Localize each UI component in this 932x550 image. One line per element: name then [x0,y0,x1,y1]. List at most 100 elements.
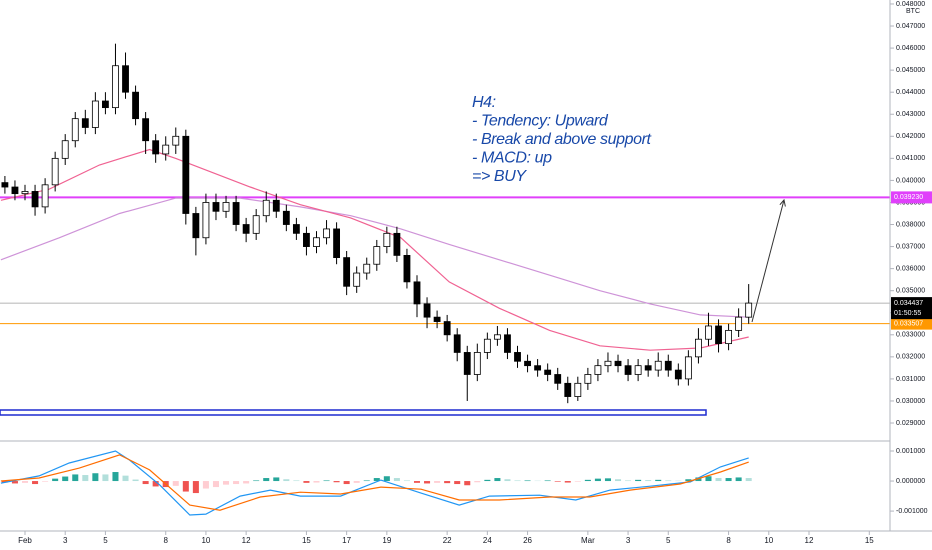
candle-body [122,65,129,93]
candle-body [705,325,712,340]
x-tick-label: 8 [726,536,731,545]
candle-body [403,254,411,283]
candle-body [473,352,481,375]
x-tick-label: 15 [302,536,311,545]
macd-histogram-bar [373,478,380,482]
candle-body [222,202,230,212]
macd-histogram-bar [454,481,461,485]
macd-histogram-bar [202,481,209,489]
candle-body [735,316,743,331]
x-tick-label: 5 [103,536,108,545]
macd-histogram-bar [223,481,230,485]
candle-body [604,360,612,367]
moving-average [0,148,749,351]
macd-histogram-bar [32,481,39,485]
candle-body [11,186,19,195]
candle-body [695,338,702,358]
x-tick-label: 8 [163,536,168,545]
candle-body [574,382,582,397]
macd-histogram-bar [635,479,642,482]
macd-histogram-bar [62,476,69,482]
level-label: 0.039230 [894,194,923,201]
candle-body [383,232,391,247]
macd-histogram-bar [142,481,149,485]
candle-body [282,210,290,225]
candle-body [463,352,471,375]
macd-histogram-bar [705,476,712,482]
candle-body [303,232,310,247]
y-tick-label: 0.038000 [896,221,925,228]
x-tick-label: 22 [443,536,452,545]
candle-body [112,65,119,109]
macd-histogram-bar [735,477,742,482]
macd-histogram-bar [42,481,49,482]
macd-y-tick-label: -0.001000 [896,508,928,515]
candle-body [684,356,692,380]
x-tick-label: 12 [805,536,814,545]
candle-body [132,91,139,120]
candle-body [292,224,300,234]
macd-histogram-bar [645,480,652,482]
macd-histogram-bar [434,481,441,483]
candle-body [564,382,572,397]
macd-histogram-bar [323,480,330,482]
macd-histogram-bar [594,478,601,482]
macd-histogram-bar [102,474,109,482]
macd-histogram-bar [122,475,129,482]
macd-histogram-bar [152,481,159,487]
candle-body [524,360,531,367]
x-tick-label: 10 [764,536,773,545]
x-tick-label: 26 [523,536,532,545]
candle-body [142,118,150,142]
macd-histogram-bar [514,480,521,482]
candle-body [584,374,592,384]
macd-histogram-bar [615,479,622,482]
macd-histogram-bar [564,481,571,483]
candle-body [363,263,371,274]
macd-histogram-bar [263,478,270,482]
candle-body [493,334,501,340]
candle-body [242,224,250,234]
candle-body [674,369,682,380]
candle-body [61,140,69,159]
price-pane [0,43,890,404]
candle-body [31,191,39,208]
y-tick-label: 0.048000 [896,1,925,8]
y-tick-label: 0.041000 [896,155,925,162]
y-tick-label: 0.037000 [896,243,925,250]
y-tick-label: 0.040000 [896,177,925,184]
macd-histogram-bar [393,478,400,482]
x-tick-label: 24 [483,536,492,545]
macd-histogram-bar [303,481,310,483]
macd-histogram-bar [584,479,591,482]
macd-histogram-bar [243,481,250,484]
macd-histogram-bar [353,481,360,483]
macd-histogram-bar [112,472,119,482]
macd-histogram-bar [745,478,752,482]
annotation-line: - Break and above support [472,131,652,148]
y-tick-label: 0.033000 [896,332,925,339]
x-tick-label: Mar [581,536,595,545]
candle-body [102,100,109,109]
macd-histogram-bar [685,479,692,482]
annotation: H4: - Tendency: Upward- Break and above s… [472,94,652,185]
candle-body [152,140,160,155]
macd-histogram-bar [383,476,390,482]
y-tick-label: 0.042000 [896,133,925,140]
macd-histogram-bar [424,481,431,484]
y-tick-label: 0.035000 [896,288,925,295]
y-tick-label: 0.036000 [896,265,925,272]
annotation-line: - MACD: up [472,150,552,167]
moving-average [0,197,749,318]
y-tick-label: 0.046000 [896,45,925,52]
candle-body [343,257,351,287]
macd-histogram-bar [655,479,662,482]
macd-histogram-bar [233,481,240,485]
candle-body [353,272,361,287]
countdown-label: 01:50:55 [894,310,921,317]
candle-body [514,352,521,362]
macd-histogram-bar [172,481,179,486]
macd-histogram-bar [403,480,410,482]
level-label-bg [891,317,932,330]
y-tick-label: 0.044000 [896,89,925,96]
